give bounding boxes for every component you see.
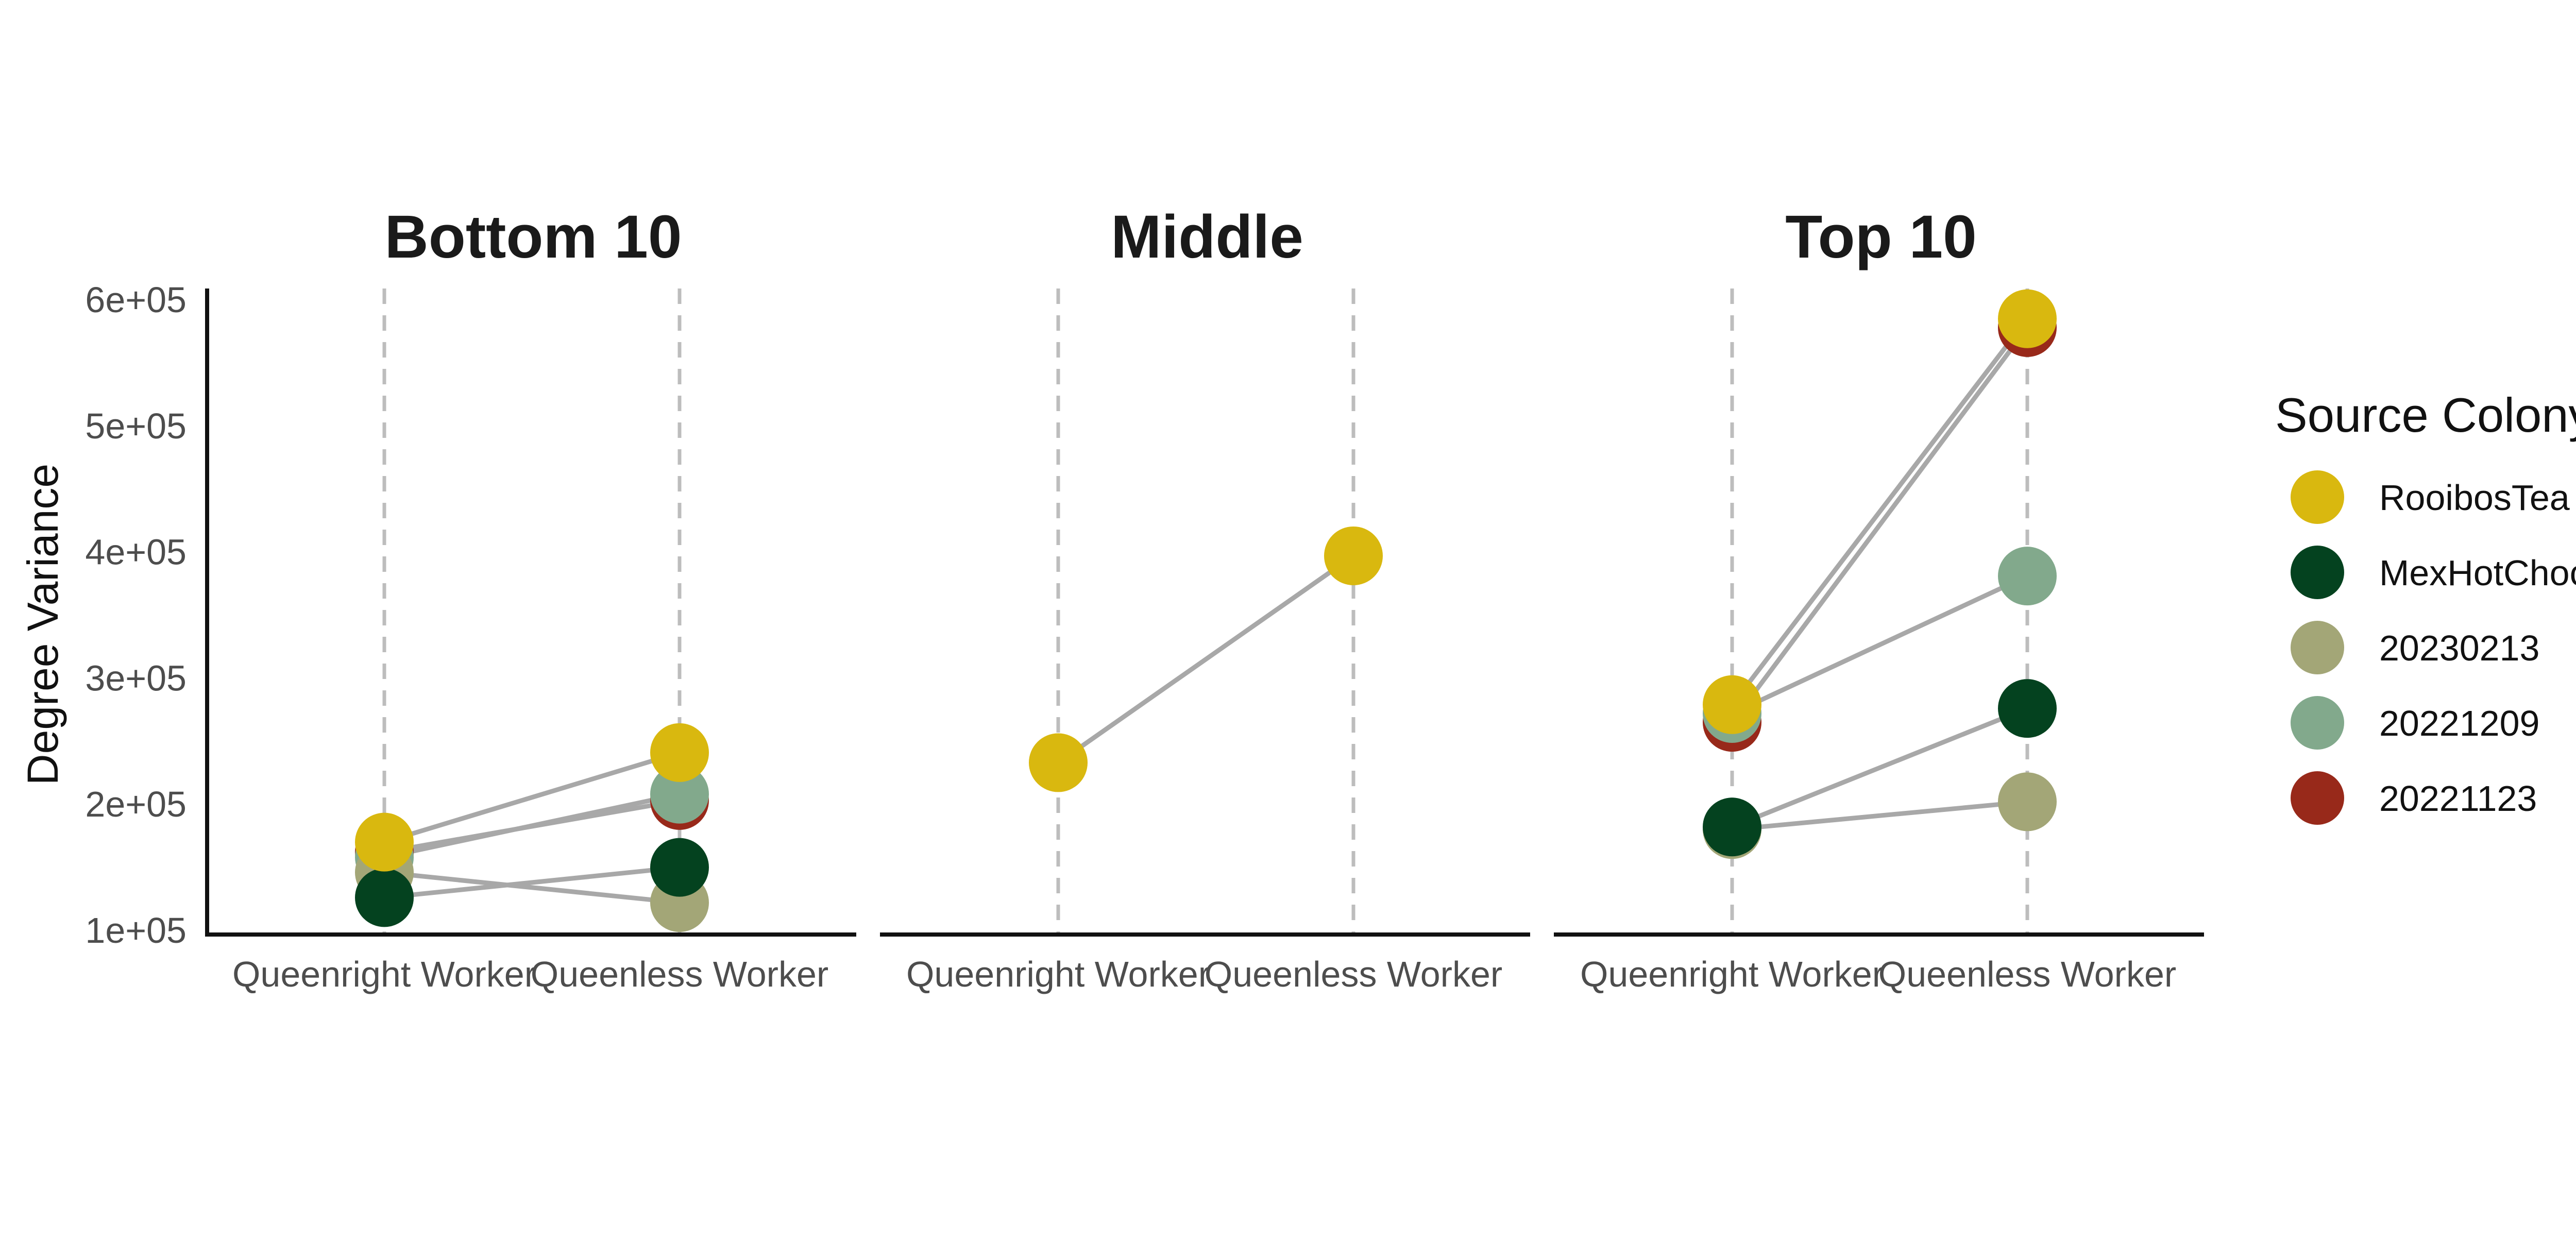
data-point [1998,547,2057,606]
data-point [650,765,709,824]
data-point [1703,675,1761,734]
data-point [650,838,709,897]
x-tick-label: Queenless Worker [1205,954,1502,994]
legend-swatch [2291,470,2344,524]
x-tick-label: Queenright Worker [232,954,536,994]
legend-swatch [2291,621,2344,674]
legend-swatch [2291,771,2344,825]
y-tick-label: 6e+05 [85,280,187,320]
legend-swatch [2291,546,2344,599]
series-line [384,865,680,900]
panel-title: Top 10 [1785,203,1977,271]
data-point [1029,733,1088,792]
x-tick-label: Queenright Worker [906,954,1210,994]
x-tick-label: Queenright Worker [1580,954,1884,994]
series-line [383,750,681,844]
legend-swatch [2291,696,2344,750]
data-point [1703,797,1761,857]
series-line [384,870,680,905]
legend-label: 20221209 [2379,703,2539,743]
data-point [355,868,414,927]
y-tick-label: 1e+05 [85,910,187,951]
legend-label: RooibosTea [2379,478,2570,518]
data-point [1998,772,2057,831]
y-axis: 1e+05 2e+05 3e+05 4e+05 5e+05 6e+05 [85,280,209,951]
data-point [650,723,709,782]
data-point [1324,526,1383,585]
series-line [384,792,680,860]
data-point [1998,289,2057,348]
series-line [1730,326,2029,724]
y-tick-label: 5e+05 [85,406,187,446]
data-point [1998,679,2057,738]
legend-label: 20230213 [2379,628,2539,668]
legend-label: MexHotChoc [2379,553,2576,593]
series-line [1057,554,1355,765]
legend: Source Colony RooibosTea MexHotChoc 202302… [2275,388,2576,825]
y-tick-label: 2e+05 [85,784,187,824]
x-tick-label: Queenless Worker [531,954,828,994]
data-point [355,812,414,872]
series-line [1731,706,2028,829]
series-line [1730,317,2029,706]
y-tick-label: 3e+05 [85,658,187,698]
y-tick-label: 4e+05 [85,532,187,572]
series-line [1731,574,2028,716]
series-line [1732,799,2028,832]
x-tick-label: Queenless Worker [1878,954,2176,994]
legend-label: 20221123 [2379,778,2537,819]
panel-title: Middle [1111,203,1303,271]
panel-title: Bottom 10 [385,203,682,271]
legend-title: Source Colony [2275,388,2576,442]
y-axis-title: Degree Variance [19,464,67,785]
